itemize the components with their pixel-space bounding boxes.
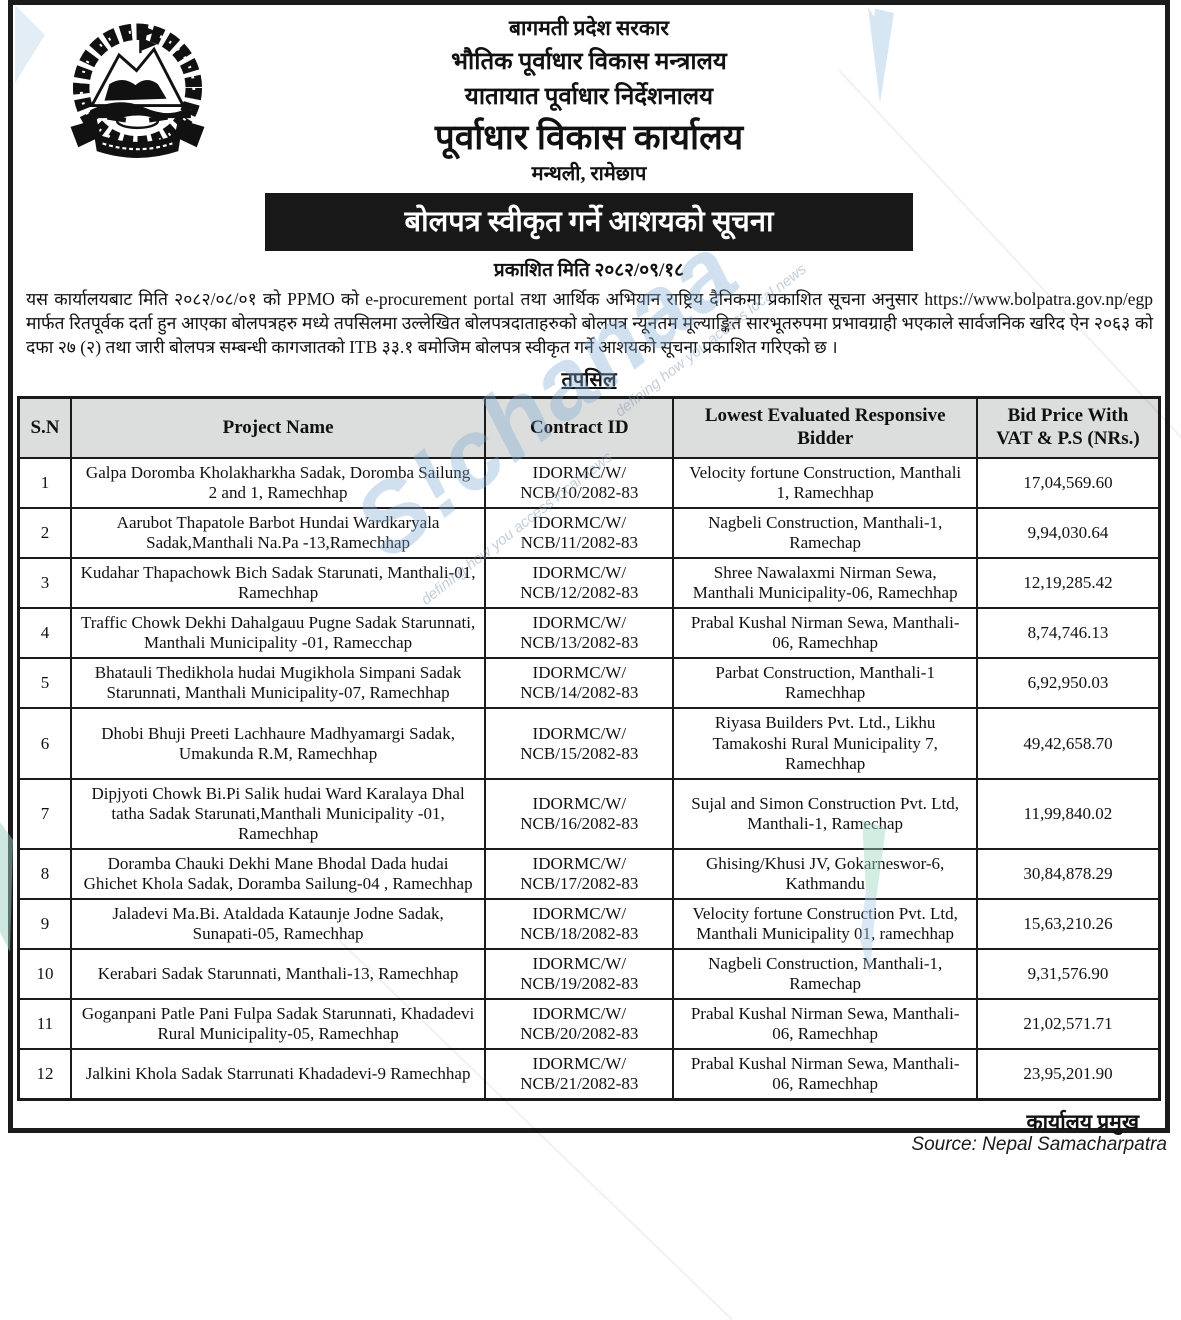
bid-price-cell: 6,92,950.03 — [975, 657, 1161, 710]
bid-price-cell: 21,02,571.71 — [975, 998, 1161, 1051]
table-row: 10 Kerabari Sadak Starunnati, Manthali-13… — [17, 947, 1161, 1001]
source-credit: Source: Nepal Samacharpatra — [911, 1134, 1167, 1155]
table-row: 12 Jalkini Khola Sadak Starrunati Khadade… — [17, 1048, 1161, 1101]
project-name-cell: Kudahar Thapachowk Bich Sadak Starunati,… — [69, 557, 487, 610]
bid-price-cell: 11,99,840.02 — [975, 777, 1161, 850]
bid-price-cell: 8,74,746.13 — [975, 607, 1161, 660]
notice-document: बागमती प्रदेश सरकार भौतिक पूर्वाधार विका… — [8, 0, 1170, 1135]
contract-id-cell: IDORMC/W/ NCB/16/2082-83 — [484, 777, 675, 850]
contract-id-cell: IDORMC/W/ NCB/14/2082-83 — [484, 657, 675, 710]
published-date: प्रकाशित मिति २०८२/०९/१८ — [493, 260, 685, 281]
bid-price-cell: 9,31,576.90 — [975, 947, 1161, 1001]
table-header-row: S.N Project Name Contract ID Lowest Eval… — [17, 396, 1161, 460]
serial-cell: 4 — [17, 607, 72, 660]
serial-cell: 6 — [17, 707, 72, 780]
project-name-cell: Traffic Chowk Dekhi Dahalgauu Pugne Sada… — [69, 607, 487, 660]
contract-id-cell: IDORMC/W/ NCB/13/2082-83 — [484, 607, 675, 660]
header-bid-price: Bid Price With VAT & P.S (NRs.) — [975, 396, 1161, 460]
bidder-cell: Nagbeli Construction, Manthali-1, Ramech… — [672, 947, 978, 1001]
table-row: 6 Dhobi Bhuji Preeti Lachhaure Madhyamarg… — [17, 707, 1161, 780]
table-row: 7 Dipjyoti Chowk Bi.Pi Salik hudai Ward K… — [17, 777, 1161, 850]
serial-cell: 9 — [17, 897, 72, 950]
notice-body-text: यस कार्यालयबाट मिति २०८२/०८/०१ को PPMO क… — [26, 289, 1153, 358]
bid-price-cell: 49,42,658.70 — [975, 707, 1161, 780]
project-name-cell: Dhobi Bhuji Preeti Lachhaure Madhyamargi… — [69, 707, 487, 780]
tender-table-body: 1 Galpa Doromba Kholakharkha Sadak, Dorom… — [17, 457, 1161, 1101]
bidder-cell: Parbat Construction, Manthali-1 Ramechha… — [672, 657, 978, 710]
table-row: 2 Aarubot Thapatole Barbot Hundai Wardkar… — [17, 507, 1161, 560]
contract-id-cell: IDORMC/W/ NCB/12/2082-83 — [484, 557, 675, 610]
serial-cell: 10 — [17, 947, 72, 1001]
serial-cell: 3 — [17, 557, 72, 610]
org-name-ministry: भौतिक पूर्वाधार विकास मन्त्रालय — [451, 49, 727, 76]
project-name-cell: Goganpani Patle Pani Fulpa Sadak Starunn… — [69, 998, 487, 1051]
contract-id-cell: IDORMC/W/ NCB/21/2082-83 — [484, 1048, 675, 1101]
bid-price-cell: 17,04,569.60 — [975, 457, 1161, 510]
table-row: 4 Traffic Chowk Dekhi Dahalgauu Pugne Sad… — [17, 607, 1161, 660]
contract-id-cell: IDORMC/W/ NCB/17/2082-83 — [484, 847, 675, 900]
bidder-cell: Riyasa Builders Pvt. Ltd., Likhu Tamakos… — [672, 707, 978, 780]
serial-cell: 8 — [17, 847, 72, 900]
table-row: 3 Kudahar Thapachowk Bich Sadak Starunati… — [17, 557, 1161, 610]
project-name-cell: Jalkini Khola Sadak Starrunati Khadadevi… — [69, 1048, 487, 1101]
bidder-cell: Shree Nawalaxmi Nirman Sewa, Manthali Mu… — [672, 557, 978, 610]
notice-title-banner: बोलपत्र स्वीकृत गर्ने आशयको सूचना — [265, 193, 913, 251]
project-name-cell: Aarubot Thapatole Barbot Hundai Wardkary… — [69, 507, 487, 560]
table-row: 9 Jaladevi Ma.Bi. Ataldada Kataunje Jodne… — [17, 897, 1161, 950]
project-name-cell: Dipjyoti Chowk Bi.Pi Salik hudai Ward Ka… — [69, 777, 487, 850]
serial-cell: 2 — [17, 507, 72, 560]
header-sn: S.N — [17, 396, 72, 460]
contract-id-cell: IDORMC/W/ NCB/10/2082-83 — [484, 457, 675, 510]
table-row: 8 Doramba Chauki Dekhi Mane Bhodal Dada h… — [17, 847, 1161, 900]
header-contract-id: Contract ID — [484, 396, 675, 460]
bid-price-cell: 23,95,201.90 — [975, 1048, 1161, 1101]
table-row: 11 Goganpani Patle Pani Fulpa Sadak Staru… — [17, 998, 1161, 1051]
bidder-cell: Ghising/Khusi JV, Gokarneswor-6, Kathman… — [672, 847, 978, 900]
org-name-directorate: यातायात पूर्वाधार निर्देशनालय — [464, 84, 714, 111]
bidder-cell: Velocity fortune Construction Pvt. Ltd, … — [672, 897, 978, 950]
bid-price-cell: 30,84,878.29 — [975, 847, 1161, 900]
bidder-cell: Velocity fortune Construction, Manthali … — [672, 457, 978, 510]
bid-price-cell: 12,19,285.42 — [975, 557, 1161, 610]
project-name-cell: Galpa Doromba Kholakharkha Sadak, Doromb… — [69, 457, 487, 510]
contract-id-cell: IDORMC/W/ NCB/19/2082-83 — [484, 947, 675, 1001]
contract-id-cell: IDORMC/W/ NCB/18/2082-83 — [484, 897, 675, 950]
bid-price-cell: 15,63,210.26 — [975, 897, 1161, 950]
bid-price-cell: 9,94,030.64 — [975, 507, 1161, 560]
nepal-emblem-icon — [70, 23, 205, 158]
org-name-province: बागमती प्रदेश सरकार — [508, 16, 670, 40]
serial-cell: 1 — [17, 457, 72, 510]
bidder-cell: Prabal Kushal Nirman Sewa, Manthali-06, … — [672, 1048, 978, 1101]
nepal-emblem — [55, 11, 220, 174]
bidder-cell: Prabal Kushal Nirman Sewa, Manthali-06, … — [672, 607, 978, 660]
bidder-cell: Prabal Kushal Nirman Sewa, Manthali-06, … — [672, 998, 978, 1051]
table-caption: तपसिल — [561, 369, 617, 392]
project-name-cell: Doramba Chauki Dekhi Mane Bhodal Dada hu… — [69, 847, 487, 900]
header-bidder: Lowest Evaluated Responsive Bidder — [672, 396, 978, 460]
contract-id-cell: IDORMC/W/ NCB/11/2082-83 — [484, 507, 675, 560]
project-name-cell: Jaladevi Ma.Bi. Ataldada Kataunje Jodne … — [69, 897, 487, 950]
project-name-cell: Bhatauli Thedikhola hudai Mugikhola Simp… — [69, 657, 487, 710]
signature-office-chief: कार्यालय प्रमुख — [1026, 1110, 1139, 1135]
contract-id-cell: IDORMC/W/ NCB/20/2082-83 — [484, 998, 675, 1051]
serial-cell: 5 — [17, 657, 72, 710]
contract-id-cell: IDORMC/W/ NCB/15/2082-83 — [484, 707, 675, 780]
bidder-cell: Sujal and Simon Construction Pvt. Ltd, M… — [672, 777, 978, 850]
bidder-cell: Nagbeli Construction, Manthali-1, Ramech… — [672, 507, 978, 560]
project-name-cell: Kerabari Sadak Starunnati, Manthali-13, … — [69, 947, 487, 1001]
table-row: 5 Bhatauli Thedikhola hudai Mugikhola Sim… — [17, 657, 1161, 710]
serial-cell: 12 — [17, 1048, 72, 1101]
serial-cell: 7 — [17, 777, 72, 850]
table-row: 1 Galpa Doromba Kholakharkha Sadak, Dorom… — [17, 457, 1161, 510]
office-name: पूर्वाधार विकास कार्यालय — [434, 118, 744, 158]
serial-cell: 11 — [17, 998, 72, 1051]
header-project-name: Project Name — [69, 396, 487, 460]
office-location: मन्थली, रामेछाप — [531, 163, 647, 185]
tender-table: S.N Project Name Contract ID Lowest Eval… — [17, 396, 1161, 1102]
